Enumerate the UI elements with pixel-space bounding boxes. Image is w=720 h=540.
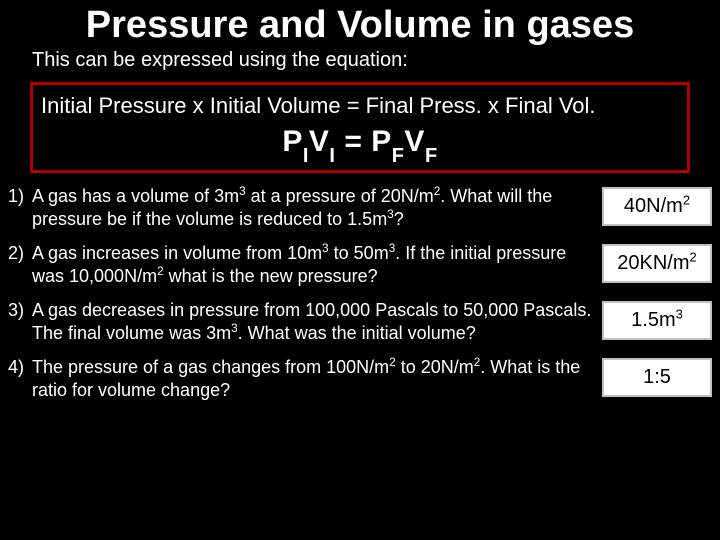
eq-var: V	[309, 125, 330, 158]
equation-words: Initial Pressure x Initial Volume = Fina…	[39, 93, 681, 119]
answer-box: 1.5m3	[602, 301, 712, 340]
equation-symbols: PIVI = PFVF	[39, 119, 681, 164]
answer-box: 1:5	[602, 358, 712, 397]
q-text: at a pressure of 20N/m	[246, 186, 434, 206]
question-row: 4) The pressure of a gas changes from 10…	[8, 356, 712, 401]
answer-box: 40N/m2	[602, 187, 712, 226]
q-text: A gas increases in volume from 10m	[32, 243, 322, 263]
question-number: 4)	[8, 356, 32, 378]
answer-text: 1.5m	[631, 309, 675, 331]
question-row: 2) A gas increases in volume from 10m3 t…	[8, 242, 712, 287]
answer-text: 1:5	[643, 366, 671, 388]
eq-var: V	[404, 125, 425, 158]
answer-text: 20KN/m	[617, 252, 689, 274]
q-text: ?	[394, 209, 404, 229]
equation-box: Initial Pressure x Initial Volume = Fina…	[30, 82, 690, 173]
eq-sub: F	[425, 145, 438, 167]
eq-var: P	[371, 125, 392, 158]
q-text: The pressure of a gas changes from 100N/…	[32, 357, 389, 377]
q-text: A gas has a volume of 3m	[32, 186, 239, 206]
q-text: to 50m	[329, 243, 389, 263]
question-text: A gas decreases in pressure from 100,000…	[32, 299, 602, 344]
question-number: 2)	[8, 242, 32, 264]
eq-sub: F	[392, 145, 405, 167]
question-text: The pressure of a gas changes from 100N/…	[32, 356, 602, 401]
question-text: A gas increases in volume from 10m3 to 5…	[32, 242, 602, 287]
question-text: A gas has a volume of 3m3 at a pressure …	[32, 185, 602, 230]
question-row: 3) A gas decreases in pressure from 100,…	[8, 299, 712, 344]
answer-box: 20KN/m2	[602, 244, 712, 283]
subtitle: This can be expressed using the equation…	[0, 47, 720, 72]
question-number: 3)	[8, 299, 32, 321]
question-number: 1)	[8, 185, 32, 207]
answer-sup: 2	[690, 249, 697, 264]
eq-sub: I	[329, 145, 335, 167]
answer-sup: 3	[676, 306, 683, 321]
q-text: what is the new pressure?	[164, 266, 378, 286]
question-row: 1) A gas has a volume of 3m3 at a pressu…	[8, 185, 712, 230]
page-title: Pressure and Volume in gases	[0, 0, 720, 47]
q-text: to 20N/m	[396, 357, 474, 377]
answer-sup: 2	[683, 192, 690, 207]
eq-eq: =	[335, 125, 371, 158]
eq-var: P	[282, 125, 303, 158]
questions-list: 1) A gas has a volume of 3m3 at a pressu…	[0, 179, 720, 401]
eq-sub: I	[303, 145, 309, 167]
answer-text: 40N/m	[624, 195, 683, 217]
q-text: . What was the initial volume?	[238, 323, 476, 343]
